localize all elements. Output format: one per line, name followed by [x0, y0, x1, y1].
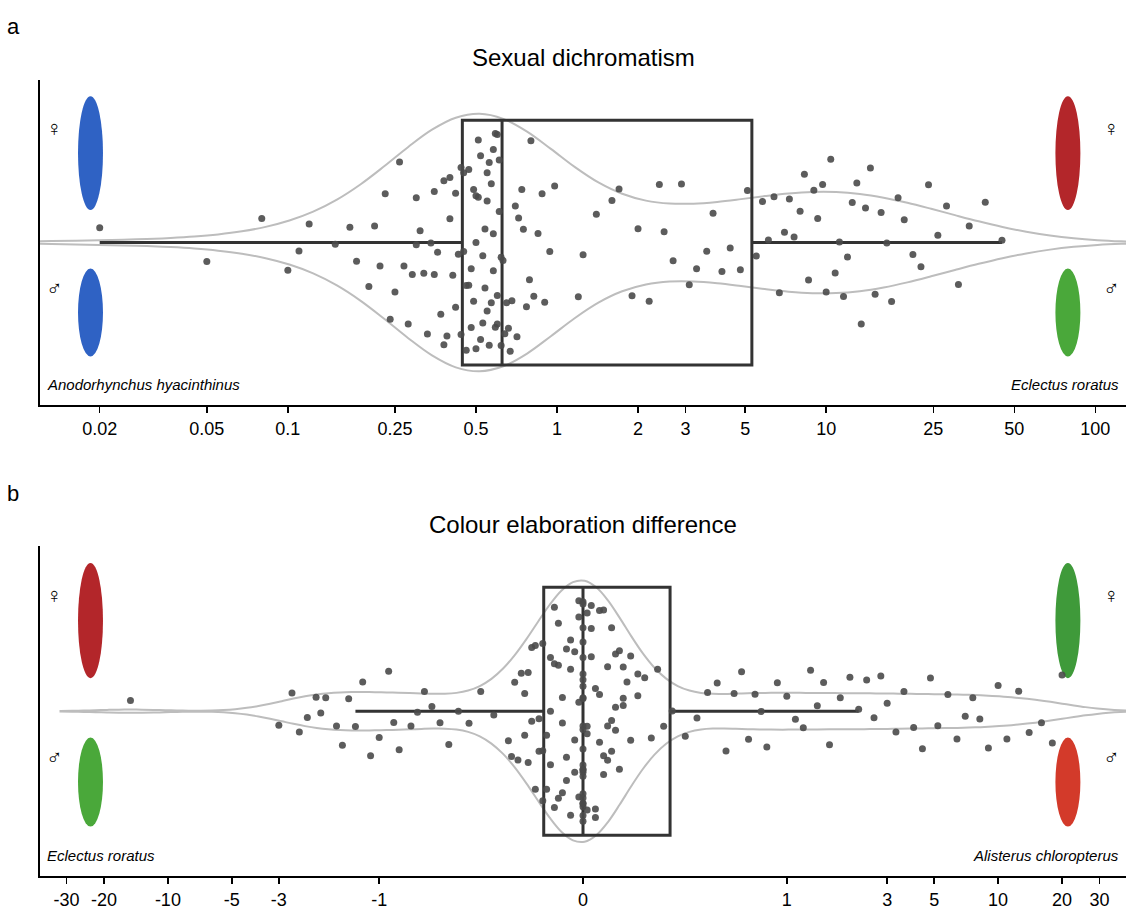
svg-text:Colour elaboration difference: Colour elaboration difference — [429, 511, 737, 538]
svg-text:25: 25 — [923, 419, 943, 439]
svg-text:a: a — [7, 14, 20, 39]
svg-text:♀: ♀ — [1103, 583, 1120, 608]
svg-text:♂: ♂ — [46, 276, 63, 301]
svg-text:1: 1 — [782, 890, 792, 910]
svg-text:50: 50 — [1004, 419, 1024, 439]
svg-text:10: 10 — [988, 890, 1008, 910]
svg-text:0.02: 0.02 — [82, 419, 117, 439]
svg-text:-30: -30 — [54, 890, 80, 910]
svg-text:10: 10 — [816, 419, 836, 439]
svg-text:Anodorhynchus hyacinthinus: Anodorhynchus hyacinthinus — [47, 376, 240, 393]
svg-text:0.25: 0.25 — [377, 419, 412, 439]
svg-text:♀: ♀ — [46, 583, 63, 608]
svg-text:♂: ♂ — [46, 745, 63, 770]
svg-text:3: 3 — [882, 890, 892, 910]
svg-text:0.5: 0.5 — [463, 419, 488, 439]
svg-text:5: 5 — [929, 890, 939, 910]
svg-text:♀: ♀ — [1103, 116, 1120, 141]
svg-text:3: 3 — [680, 419, 690, 439]
svg-text:0.05: 0.05 — [189, 419, 224, 439]
svg-text:2: 2 — [633, 419, 643, 439]
svg-text:Eclectus roratus: Eclectus roratus — [47, 847, 155, 864]
svg-text:b: b — [7, 481, 19, 506]
svg-text:Sexual dichromatism: Sexual dichromatism — [472, 44, 695, 71]
svg-text:20: 20 — [1052, 890, 1072, 910]
svg-text:♂: ♂ — [1103, 745, 1120, 770]
svg-text:5: 5 — [740, 419, 750, 439]
svg-text:♂: ♂ — [1103, 276, 1120, 301]
svg-text:0: 0 — [578, 890, 588, 910]
svg-text:-20: -20 — [91, 890, 117, 910]
svg-text:Alisterus chloropterus: Alisterus chloropterus — [973, 847, 1119, 864]
svg-text:1: 1 — [552, 419, 562, 439]
svg-text:-1: -1 — [371, 890, 387, 910]
svg-text:-3: -3 — [271, 890, 287, 910]
svg-text:Eclectus roratus: Eclectus roratus — [1011, 376, 1119, 393]
svg-text:-10: -10 — [155, 890, 181, 910]
svg-text:-5: -5 — [224, 890, 240, 910]
svg-text:100: 100 — [1080, 419, 1110, 439]
svg-text:0.1: 0.1 — [275, 419, 300, 439]
svg-text:30: 30 — [1089, 890, 1109, 910]
svg-text:♀: ♀ — [46, 116, 63, 141]
